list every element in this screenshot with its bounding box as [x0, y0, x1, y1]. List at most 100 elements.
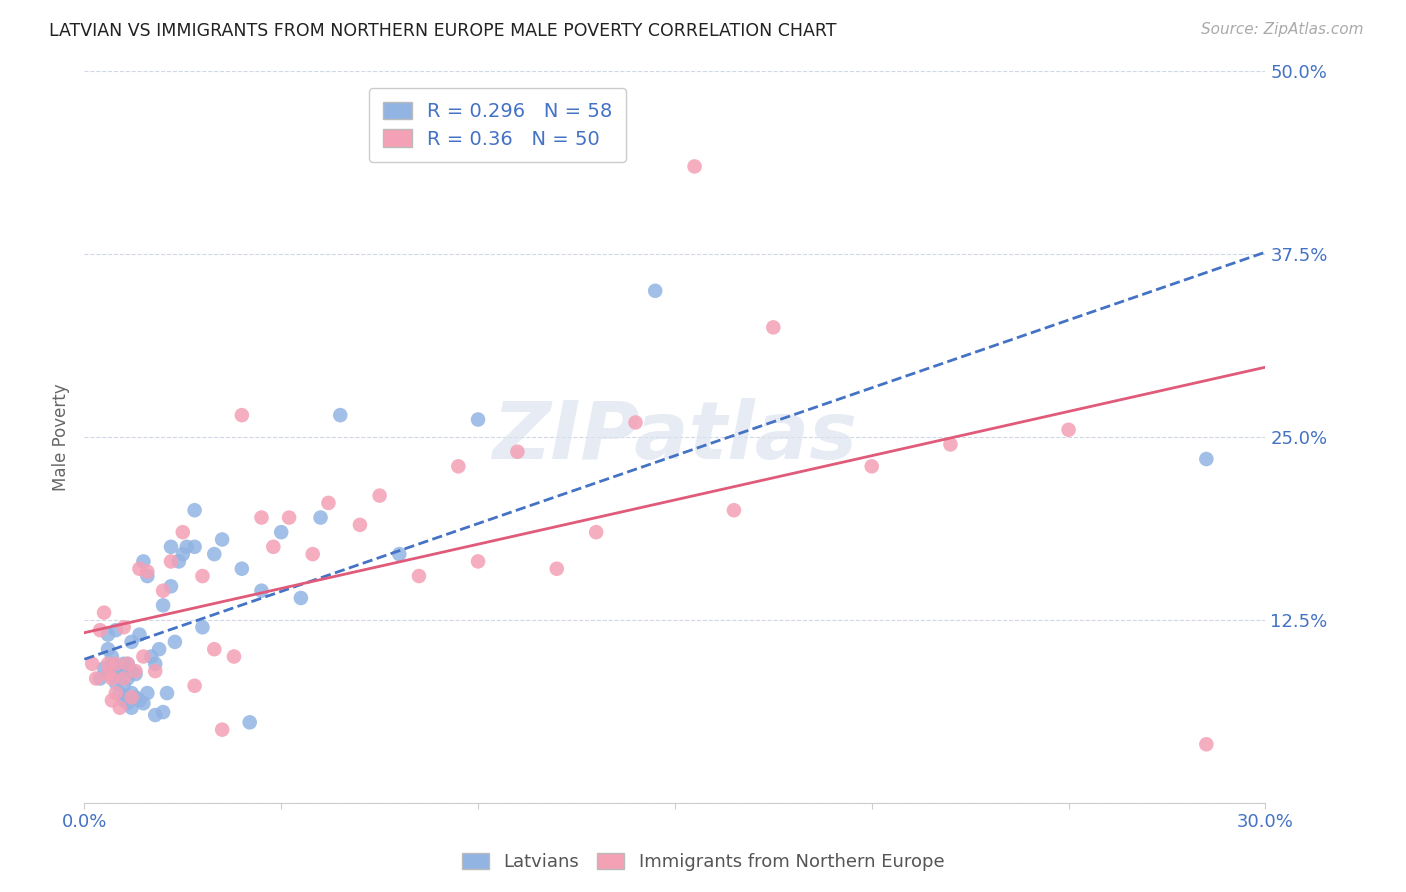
Point — [160, 540, 183, 554]
Point — [172, 525, 194, 540]
Point — [104, 686, 127, 700]
Point — [112, 679, 135, 693]
Point — [1195, 737, 1218, 751]
Point — [121, 690, 143, 705]
Point — [89, 623, 111, 637]
Point — [262, 540, 284, 554]
Point — [124, 664, 146, 678]
Point — [132, 554, 155, 568]
Point — [124, 690, 146, 705]
Point — [132, 696, 155, 710]
Point — [89, 672, 111, 686]
Point — [117, 657, 139, 671]
Point — [104, 667, 127, 681]
Point — [82, 657, 104, 671]
Point — [143, 657, 166, 671]
Point — [723, 503, 745, 517]
Point — [546, 562, 568, 576]
Point — [104, 657, 127, 671]
Point — [117, 672, 139, 686]
Y-axis label: Male Poverty: Male Poverty — [52, 384, 70, 491]
Point — [104, 676, 127, 690]
Point — [762, 320, 785, 334]
Point — [84, 672, 107, 686]
Point — [585, 525, 607, 540]
Point — [624, 416, 647, 430]
Point — [231, 562, 253, 576]
Point — [163, 635, 186, 649]
Point — [349, 517, 371, 532]
Point — [183, 503, 205, 517]
Point — [447, 459, 470, 474]
Point — [309, 510, 332, 524]
Point — [136, 569, 159, 583]
Point — [97, 642, 120, 657]
Point — [156, 686, 179, 700]
Point — [143, 664, 166, 678]
Point — [183, 679, 205, 693]
Point — [301, 547, 323, 561]
Point — [112, 620, 135, 634]
Point — [176, 540, 198, 554]
Point — [231, 408, 253, 422]
Point — [191, 620, 214, 634]
Point — [408, 569, 430, 583]
Point — [97, 657, 120, 671]
Point — [160, 554, 183, 568]
Point — [239, 715, 262, 730]
Point — [250, 583, 273, 598]
Point — [167, 554, 190, 568]
Point — [121, 700, 143, 714]
Point — [97, 667, 120, 681]
Point — [136, 686, 159, 700]
Point — [191, 569, 214, 583]
Point — [318, 496, 340, 510]
Text: Source: ZipAtlas.com: Source: ZipAtlas.com — [1201, 22, 1364, 37]
Point — [683, 160, 706, 174]
Point — [93, 661, 115, 675]
Point — [148, 642, 170, 657]
Point — [121, 635, 143, 649]
Point — [108, 686, 131, 700]
Text: ZIPatlas: ZIPatlas — [492, 398, 858, 476]
Point — [172, 547, 194, 561]
Point — [250, 510, 273, 524]
Point — [202, 547, 225, 561]
Point — [329, 408, 352, 422]
Point — [368, 489, 391, 503]
Legend: Latvians, Immigrants from Northern Europe: Latvians, Immigrants from Northern Europ… — [454, 846, 952, 879]
Point — [132, 649, 155, 664]
Point — [211, 533, 233, 547]
Point — [467, 554, 489, 568]
Point — [290, 591, 312, 605]
Point — [128, 693, 150, 707]
Text: LATVIAN VS IMMIGRANTS FROM NORTHERN EUROPE MALE POVERTY CORRELATION CHART: LATVIAN VS IMMIGRANTS FROM NORTHERN EURO… — [49, 22, 837, 40]
Point — [117, 696, 139, 710]
Point — [644, 284, 666, 298]
Point — [112, 657, 135, 671]
Point — [101, 672, 124, 686]
Point — [141, 649, 163, 664]
Point — [222, 649, 245, 664]
Point — [143, 708, 166, 723]
Point — [101, 657, 124, 671]
Point — [183, 540, 205, 554]
Point — [108, 664, 131, 678]
Legend: R = 0.296   N = 58, R = 0.36   N = 50: R = 0.296 N = 58, R = 0.36 N = 50 — [370, 88, 626, 162]
Point — [467, 412, 489, 426]
Point — [121, 664, 143, 678]
Point — [104, 623, 127, 637]
Point — [128, 627, 150, 641]
Point — [97, 627, 120, 641]
Point — [117, 657, 139, 671]
Point — [108, 700, 131, 714]
Point — [152, 705, 174, 719]
Point — [388, 547, 411, 561]
Point — [506, 444, 529, 458]
Point — [939, 437, 962, 451]
Point — [1195, 452, 1218, 467]
Point — [112, 693, 135, 707]
Point — [1057, 423, 1080, 437]
Point — [101, 649, 124, 664]
Point — [160, 579, 183, 593]
